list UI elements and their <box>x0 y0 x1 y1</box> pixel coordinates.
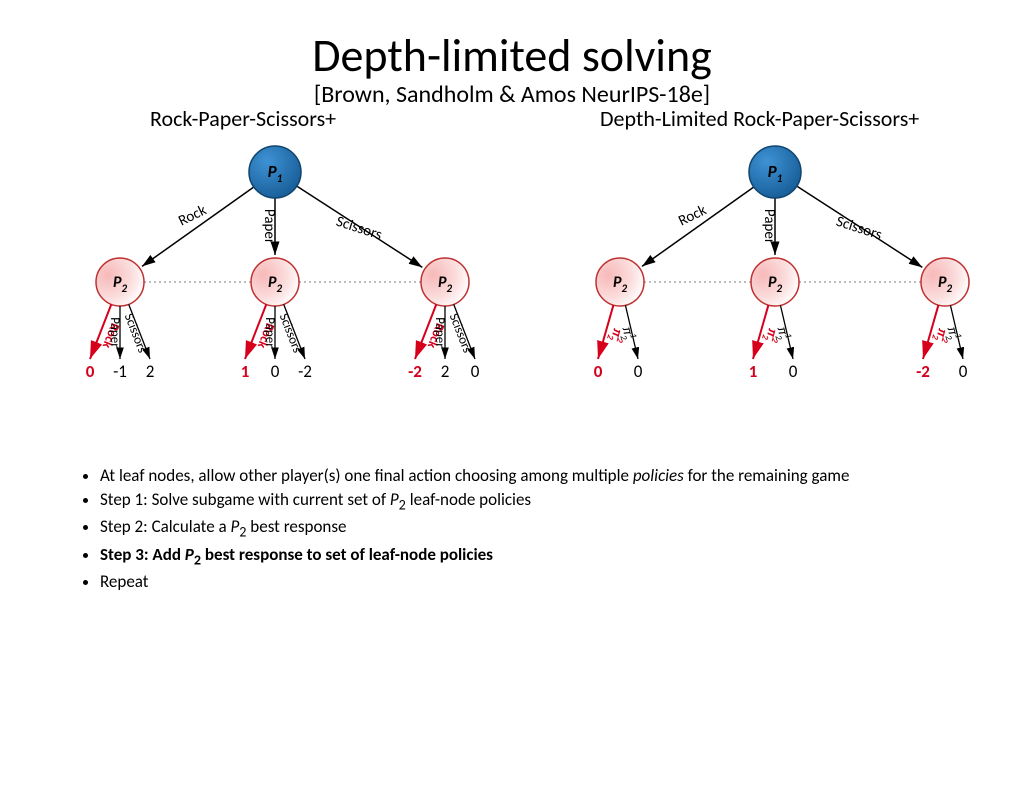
svg-text:-2: -2 <box>298 361 312 382</box>
svg-text:0: 0 <box>471 361 480 382</box>
svg-text:Paper: Paper <box>760 209 778 244</box>
svg-text:-2: -2 <box>408 361 422 382</box>
bullet-item: At leaf nodes, allow other player(s) one… <box>100 465 974 486</box>
svg-text:1: 1 <box>749 361 758 382</box>
svg-text:Paper: Paper <box>262 317 277 348</box>
svg-text:Scissors: Scissors <box>334 213 385 245</box>
svg-text:Rock: Rock <box>176 201 210 230</box>
bullet-item: Step 1: Solve subgame with current set o… <box>100 489 974 513</box>
svg-text:0: 0 <box>789 361 798 382</box>
svg-text:Scissors: Scissors <box>121 312 150 356</box>
tree-svg: RockPaperScissorsP1P2Rock0Paper-1Scissor… <box>0 127 1024 457</box>
svg-text:Paper: Paper <box>260 209 278 244</box>
svg-text:0: 0 <box>959 361 968 382</box>
svg-text:Paper: Paper <box>107 317 122 348</box>
svg-text:0: 0 <box>594 361 603 382</box>
svg-text:Rock: Rock <box>676 201 710 230</box>
svg-text:Paper: Paper <box>432 317 447 348</box>
svg-text:Scissors: Scissors <box>446 312 475 356</box>
bullet-item: Step 2: Calculate a P2 best response <box>100 516 974 540</box>
bullets-list: At leaf nodes, allow other player(s) one… <box>60 465 974 592</box>
svg-text:-1: -1 <box>113 361 127 382</box>
svg-text:Scissors: Scissors <box>276 312 305 356</box>
svg-text:2: 2 <box>441 361 450 382</box>
page-title: Depth-limited solving <box>0 28 1024 84</box>
svg-text:0: 0 <box>86 361 95 382</box>
svg-text:1: 1 <box>241 361 250 382</box>
svg-text:-2: -2 <box>916 361 930 382</box>
bullet-item: Step 3: Add P2 best response to set of l… <box>100 544 974 568</box>
charts-area: Rock-Paper-Scissors+ Depth-Limited Rock-… <box>0 127 1024 457</box>
svg-text:2: 2 <box>146 361 155 382</box>
svg-text:0: 0 <box>271 361 280 382</box>
svg-text:0: 0 <box>634 361 643 382</box>
svg-text:Scissors: Scissors <box>834 213 885 245</box>
bullet-item: Repeat <box>100 571 974 592</box>
